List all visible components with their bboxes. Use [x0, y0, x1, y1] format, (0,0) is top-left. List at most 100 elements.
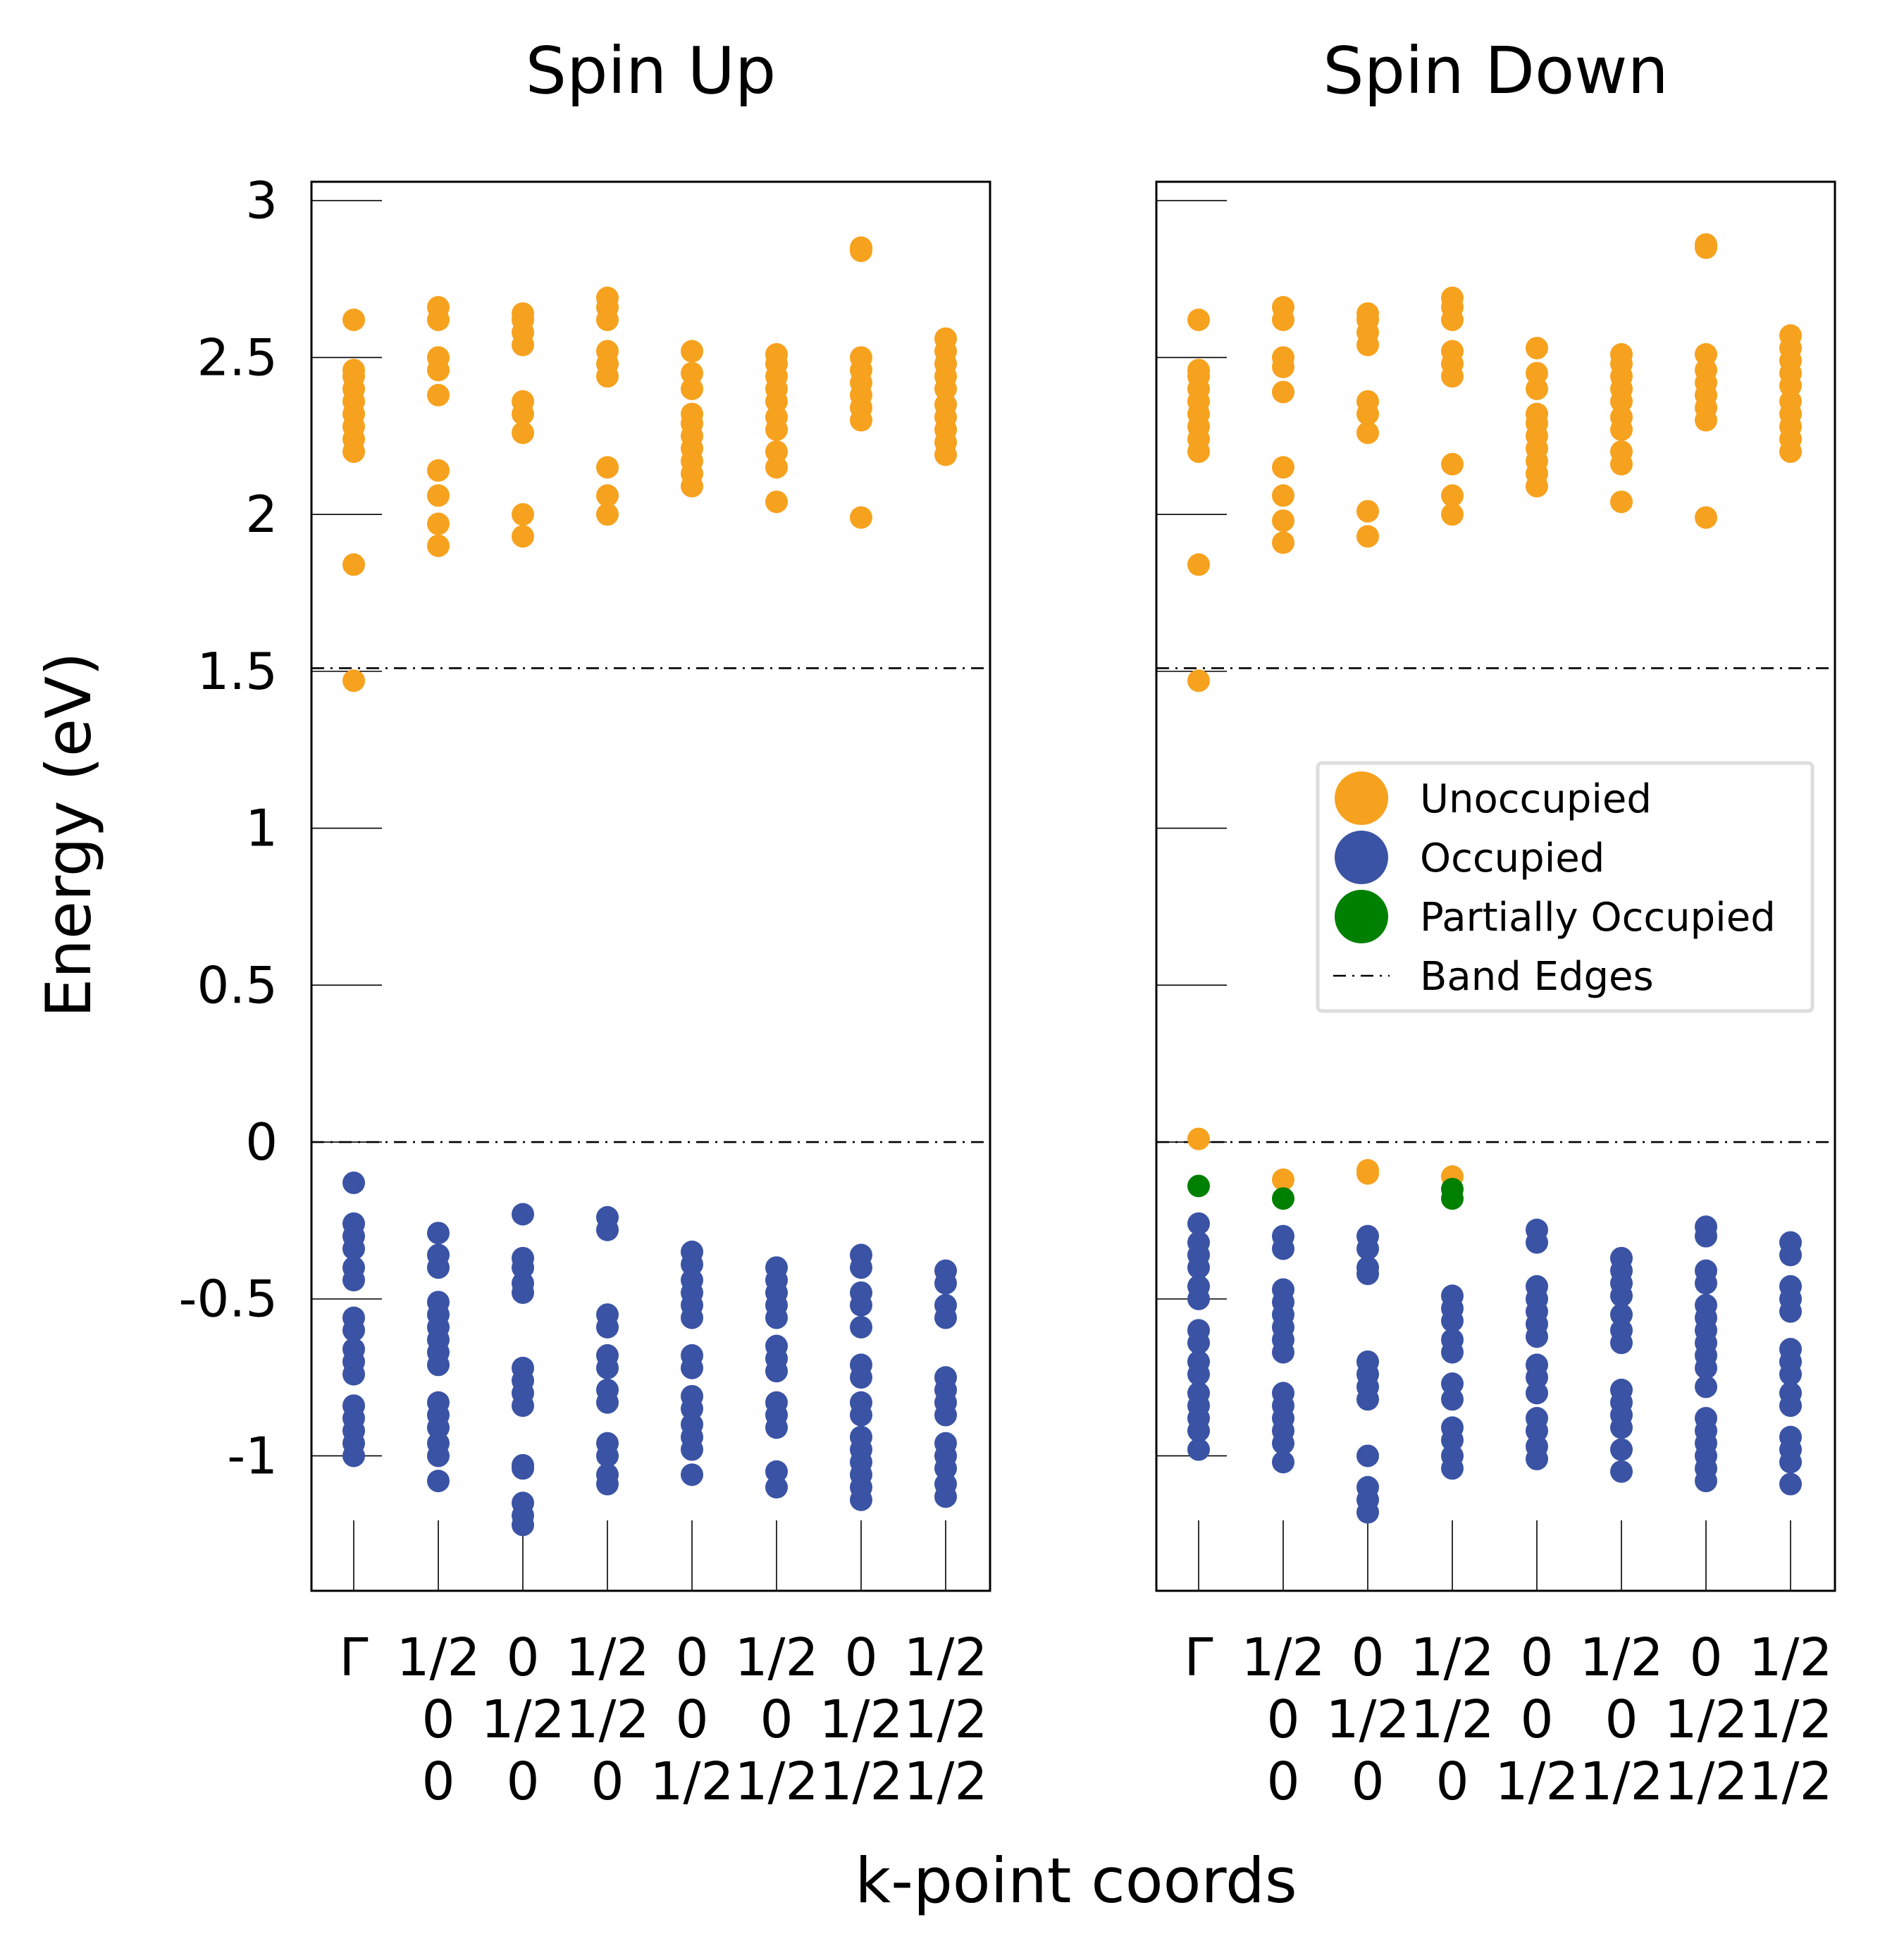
occupied-point	[1272, 1237, 1294, 1260]
unoccupied-point	[1695, 359, 1717, 382]
unoccupied-point	[1356, 302, 1379, 325]
unoccupied-point	[1272, 1168, 1294, 1191]
unoccupied-point	[1272, 531, 1294, 554]
occupied-point	[850, 1256, 872, 1279]
kpoint-label: 0	[1689, 1627, 1722, 1688]
occupied-point	[681, 1438, 703, 1461]
partially-occupied-point	[1272, 1187, 1294, 1210]
occupied-point	[1610, 1460, 1633, 1483]
occupied-point	[1610, 1332, 1633, 1355]
unoccupied-point	[765, 490, 788, 514]
unoccupied-point	[596, 503, 619, 526]
occupied-point	[512, 1394, 534, 1417]
occupied-point	[1441, 1372, 1464, 1396]
kpoint-label: 0	[506, 1751, 539, 1812]
occupied-point	[1187, 1419, 1210, 1442]
kpoint-label: 0	[1266, 1689, 1299, 1750]
y-tick-label: -0.5	[179, 1270, 278, 1329]
unoccupied-point	[596, 456, 619, 479]
occupied-point	[1526, 1447, 1548, 1470]
occupied-point	[596, 1315, 619, 1339]
unoccupied-point	[1779, 390, 1802, 413]
kpoint-label: 1/2	[734, 1627, 818, 1688]
occupied-point	[427, 1256, 450, 1279]
occupied-point	[1187, 1256, 1210, 1279]
unoccupied-point	[1441, 286, 1464, 309]
occupied-point	[934, 1272, 957, 1295]
kpoint-label: 0	[1351, 1627, 1384, 1688]
kpoint-label: 1/2	[1410, 1627, 1494, 1688]
occupied-point	[850, 1403, 872, 1427]
kpoint-label: 1/2	[1748, 1627, 1832, 1688]
unoccupied-point	[1356, 390, 1379, 413]
occupied-point	[934, 1403, 957, 1427]
kpoint-label: 1/2	[903, 1689, 987, 1750]
unoccupied-point	[1272, 484, 1294, 507]
unoccupied-point	[934, 327, 957, 350]
occupied-point	[1779, 1363, 1802, 1386]
kpoint-label: 1/2	[903, 1627, 987, 1688]
kpoint-label: 0	[1351, 1751, 1384, 1812]
unoccupied-point	[1695, 233, 1717, 256]
y-tick-label: 0.5	[197, 955, 278, 1015]
spin-down-plot-frame	[1155, 180, 1836, 1592]
unoccupied-point	[1272, 346, 1294, 369]
partial-legend-marker	[1335, 890, 1388, 943]
unoccupied-point	[512, 503, 534, 526]
unoccupied-point	[1526, 361, 1548, 385]
occupied-point	[512, 1457, 534, 1480]
unoccupied-point	[512, 421, 534, 445]
kpoint-label: 0	[421, 1751, 455, 1812]
unoccupied-legend-marker	[1335, 771, 1388, 825]
occupied-point	[1695, 1356, 1717, 1379]
unoccupied-point	[934, 393, 957, 416]
occupied-point	[1610, 1416, 1633, 1439]
kpoint-label: 1/2	[819, 1689, 903, 1750]
occupied-point	[850, 1488, 872, 1511]
occupied-point	[1441, 1457, 1464, 1480]
occupied-point	[596, 1356, 619, 1379]
kpoint-label: 1/2	[1495, 1751, 1578, 1812]
occupied-point	[1779, 1300, 1802, 1323]
kpoint-label: 0	[1520, 1689, 1553, 1750]
unoccupied-point	[850, 506, 872, 529]
occupied-point	[427, 1416, 450, 1439]
unoccupied-point	[427, 484, 450, 507]
kpoint-label: 1/2	[734, 1751, 818, 1812]
occupied-point	[681, 1397, 703, 1420]
occupied-legend-marker	[1335, 831, 1388, 884]
unoccupied-point	[681, 402, 703, 426]
occupied-point	[1356, 1237, 1379, 1260]
occupied-point	[512, 1513, 534, 1537]
unoccupied-point	[1610, 490, 1633, 514]
occupied-point	[1441, 1429, 1464, 1452]
occupied-point	[934, 1306, 957, 1329]
occupied-point	[765, 1360, 788, 1383]
occupied-point	[512, 1203, 534, 1226]
kpoint-label: 1/2	[481, 1689, 564, 1750]
kpoint-label: 0	[675, 1627, 708, 1688]
kpoint-label: 0	[1605, 1689, 1638, 1750]
occupied-point	[596, 1444, 619, 1468]
unoccupied-point	[1526, 377, 1548, 400]
unoccupied-point	[1272, 380, 1294, 404]
unoccupied-point	[1187, 308, 1210, 331]
kpoint-label: 0	[1266, 1751, 1299, 1812]
unoccupied-point	[1187, 359, 1210, 382]
kpoint-label: 1/2	[1325, 1689, 1409, 1750]
occupied-point	[512, 1256, 534, 1279]
occupied-point	[596, 1218, 619, 1241]
unoccupied-point	[1187, 553, 1210, 576]
unoccupied-point	[427, 459, 450, 482]
unoccupied-point	[1187, 1127, 1210, 1150]
occupied-point	[681, 1356, 703, 1379]
occupied-point	[1779, 1451, 1802, 1474]
unoccupied-point	[342, 553, 365, 576]
kpoint-label: 1/2	[1664, 1689, 1748, 1750]
unoccupied-point	[1272, 509, 1294, 533]
kpoint-label: Γ	[339, 1627, 368, 1688]
occupied-point	[1695, 1272, 1717, 1295]
kpoint-label: 1/2	[1748, 1751, 1832, 1812]
occupied-point	[596, 1391, 619, 1414]
